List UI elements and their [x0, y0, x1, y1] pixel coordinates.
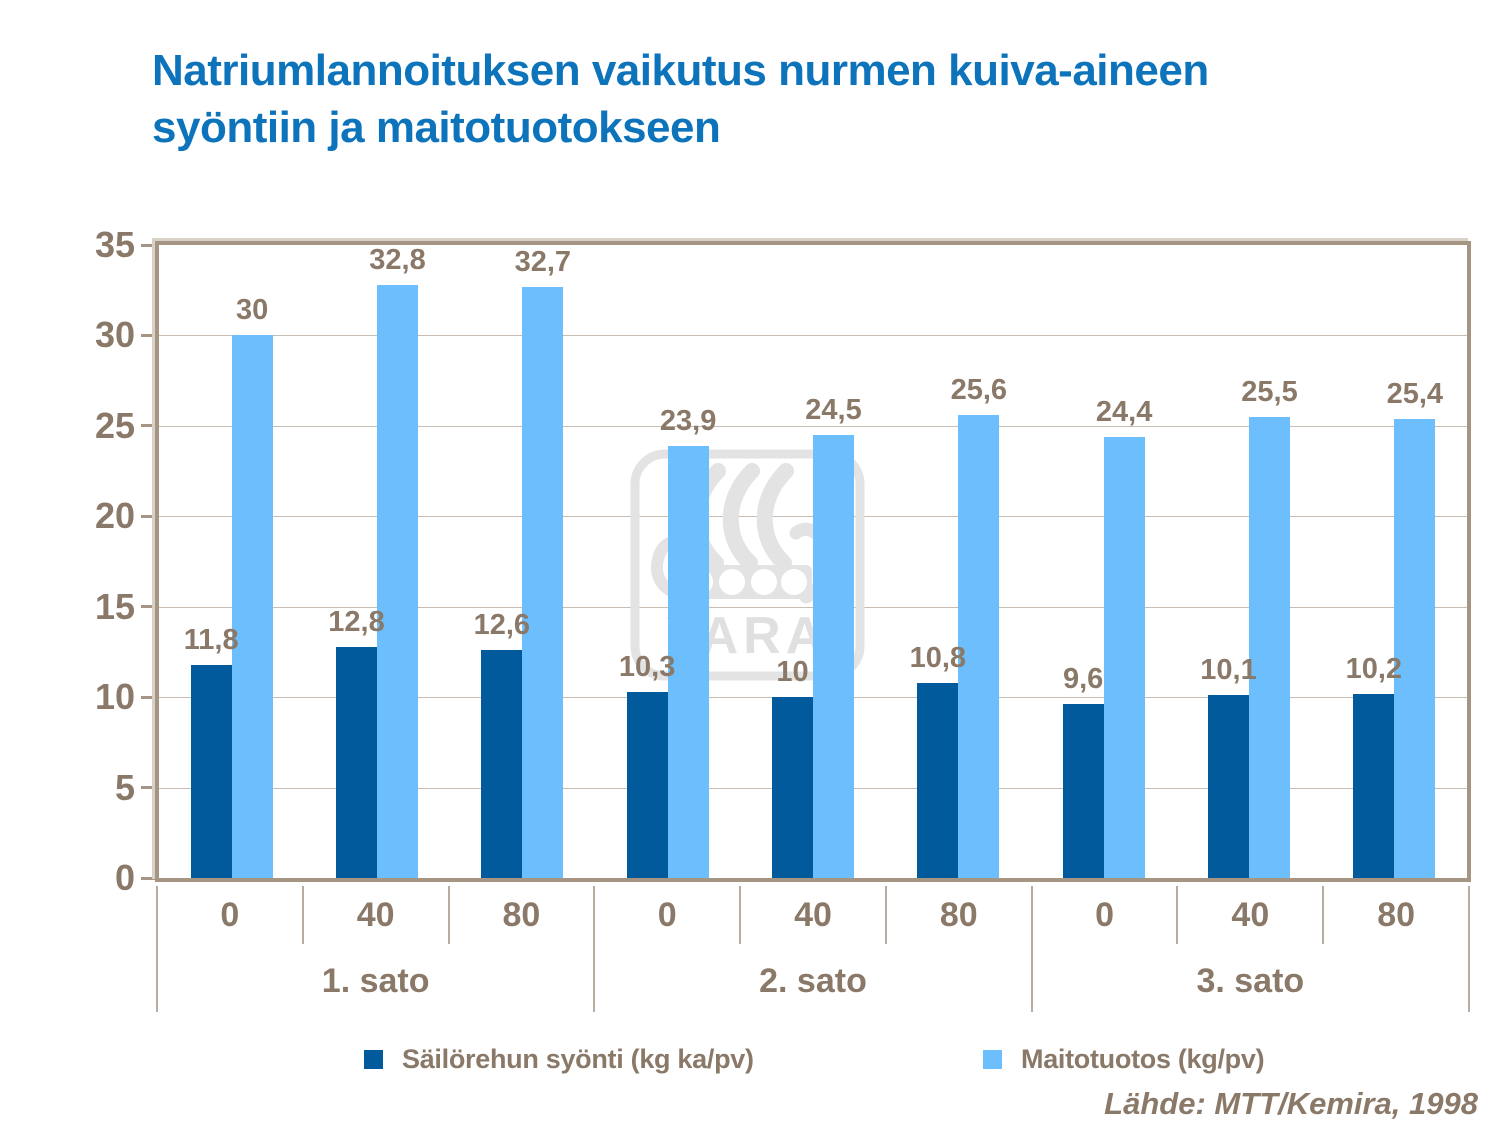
legend-item-maitotuotos: Maitotuotos (kg/pv) — [983, 1040, 1265, 1078]
y-tick-label-35: 35 — [94, 224, 135, 265]
y-tick-label-0: 0 — [114, 857, 135, 898]
y-tick-mark-15 — [141, 605, 155, 609]
bar-value-label: 10,3 — [618, 650, 676, 683]
x-category-label-1sato-0: 0 — [220, 896, 240, 934]
x-axis: 0 40 80 1. sato 0 40 80 2. sato 0 40 80 3. sato — [156, 882, 1470, 1014]
x-category-label-2sato-40: 40 — [794, 896, 832, 934]
x-group-separator — [1468, 886, 1470, 1012]
y-tick-label-30: 30 — [94, 314, 135, 356]
bar-syonti-1sato-80 — [481, 650, 523, 878]
y-tick-label-20: 20 — [94, 495, 135, 537]
bar-maito-1sato-0 — [231, 335, 273, 878]
bar-value-label: 30 — [236, 294, 269, 327]
bar-maito-3sato-0 — [1103, 436, 1145, 878]
x-category-separator — [447, 886, 450, 944]
bar-value-label: 12,8 — [328, 605, 385, 638]
bar-value-label: 23,9 — [659, 404, 717, 437]
bar-maito-3sato-40 — [1249, 416, 1290, 878]
bar-maito-1sato-40 — [377, 284, 418, 878]
bar-syonti-2sato-80 — [917, 682, 959, 878]
bar-maito-3sato-80 — [1394, 418, 1436, 878]
y-tick-mark-10 — [141, 695, 155, 699]
y-tick-mark-25 — [141, 424, 155, 428]
x-category-label-3sato-40: 40 — [1231, 896, 1270, 934]
x-category-label-1sato-40: 40 — [356, 896, 395, 934]
legend-label-maitotuotos: Maitotuotos (kg/pv) — [1021, 1043, 1265, 1074]
y-tick-mark-5 — [141, 786, 155, 790]
legend-swatch-light-icon — [983, 1049, 1002, 1069]
bar-value-label: 10,2 — [1345, 652, 1403, 685]
x-group-label-1: 1. sato — [321, 962, 430, 1000]
x-category-separator — [739, 886, 742, 944]
bar-syonti-2sato-40 — [772, 697, 813, 878]
bar-value-label: 24,5 — [805, 393, 862, 426]
source-citation: Lähde: MTT/Kemira, 1998 — [1104, 1086, 1478, 1121]
x-category-label-3sato-0: 0 — [1095, 896, 1114, 934]
bar-maito-2sato-80 — [958, 415, 1000, 878]
x-category-label-1sato-80: 80 — [502, 896, 541, 934]
x-category-label-3sato-80: 80 — [1377, 896, 1416, 934]
x-category-separator — [884, 886, 887, 944]
x-category-separator — [1176, 886, 1179, 944]
bar-maito-2sato-0 — [667, 445, 709, 878]
y-tick-label-15: 15 — [94, 585, 135, 627]
x-category-separator — [301, 886, 304, 944]
bar-value-label: 25,6 — [950, 374, 1008, 407]
x-group-label-3: 3. sato — [1196, 962, 1305, 1000]
y-tick-mark-0 — [141, 876, 155, 880]
x-group-separator — [593, 886, 596, 1012]
legend-label-syonti: Säilörehun syönti (kg ka/pv) — [402, 1043, 754, 1074]
y-tick-label-10: 10 — [94, 676, 135, 718]
x-category-label-2sato-0: 0 — [657, 896, 677, 934]
y-tick-mark-35 — [141, 243, 155, 247]
chart-title: Natriumlannoituksen vaikutus nurmen kuiv… — [152, 42, 1452, 156]
gridline-30 — [159, 335, 1467, 337]
x-group-label-2: 2. sato — [759, 962, 867, 1000]
bar-maito-2sato-40 — [813, 434, 854, 878]
y-tick-mark-20 — [141, 514, 155, 518]
bar-value-label: 10,8 — [909, 641, 967, 674]
bar-syonti-3sato-80 — [1353, 693, 1395, 878]
bar-value-label: 24,4 — [1095, 395, 1153, 428]
bar-value-label: 9,6 — [1062, 663, 1104, 696]
x-group-separator — [1030, 886, 1033, 1012]
legend-swatch-dark-icon — [364, 1049, 383, 1069]
x-category-separator — [1322, 886, 1325, 944]
gridline-25 — [159, 425, 1467, 427]
bar-syonti-1sato-0 — [190, 664, 232, 878]
bar-value-label: 25,5 — [1241, 375, 1298, 408]
y-tick-mark-30 — [141, 333, 155, 337]
plot-area: YARA 11,8 30 12,8 32,8 12,6 32,7 10,3 23,9 10 24,… — [155, 241, 1471, 882]
bar-syonti-3sato-40 — [1208, 695, 1249, 878]
bar-value-label: 32,7 — [514, 245, 572, 278]
bar-syonti-2sato-0 — [626, 691, 668, 878]
legend-item-syonti: Säilörehun syönti (kg ka/pv) — [364, 1040, 754, 1078]
bar-value-label: 11,8 — [183, 623, 239, 656]
bar-syonti-1sato-40 — [336, 646, 377, 878]
y-tick-label-5: 5 — [114, 766, 135, 808]
bar-syonti-3sato-0 — [1062, 704, 1104, 878]
x-group-separator — [156, 886, 158, 1012]
bar-value-label: 10 — [776, 656, 809, 689]
chart-title-line2: syöntiin ja maitotuotokseen — [152, 103, 721, 152]
chart-title-line1: Natriumlannoituksen vaikutus nurmen kuiv… — [152, 46, 1209, 95]
y-tick-label-25: 25 — [94, 404, 135, 446]
bar-value-label: 10,1 — [1200, 654, 1257, 687]
bar-value-label: 32,8 — [369, 243, 426, 276]
bar-value-label: 12,6 — [473, 609, 531, 642]
x-category-label-2sato-80: 80 — [939, 896, 978, 934]
bar-value-label: 25,4 — [1386, 377, 1444, 410]
bar-maito-1sato-80 — [522, 286, 564, 878]
